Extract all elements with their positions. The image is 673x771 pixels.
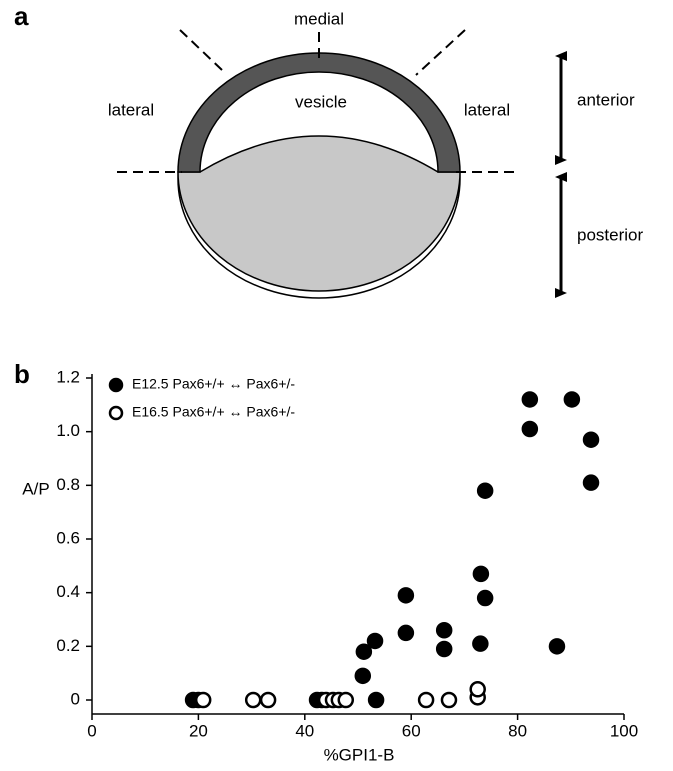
posterior-label: posterior: [577, 225, 643, 244]
y-tick-label: 0.6: [56, 528, 80, 547]
point: [582, 431, 600, 448]
legend-label: E16.5 Pax6+/+ ↔ Pax6+/-: [132, 404, 295, 420]
point: [472, 565, 490, 583]
x-axis-label: %GPI1-B: [324, 745, 395, 764]
y-tick-label: 1.2: [56, 367, 80, 386]
panel-label: a: [14, 1, 29, 31]
point: [476, 589, 494, 607]
point: [521, 391, 539, 408]
point: [194, 691, 212, 709]
x-tick-label: 80: [508, 721, 527, 740]
dashed-lines: [117, 29, 520, 173]
y-tick-label: 1.0: [56, 421, 80, 440]
point: [521, 420, 539, 438]
x-tick-label: 20: [189, 721, 208, 740]
x-tick-label: 100: [610, 721, 638, 740]
point: [435, 621, 453, 639]
point: [469, 681, 486, 698]
point: [337, 691, 355, 709]
x-tick-label: 60: [402, 721, 421, 740]
y-tick-label: 0: [71, 689, 80, 708]
point: [435, 640, 453, 658]
point: [582, 474, 600, 491]
point: [244, 691, 262, 709]
vesicle-label: vesicle: [295, 92, 347, 111]
point: [355, 643, 373, 660]
point: [563, 391, 581, 408]
y-axis-label: A/P: [22, 479, 49, 498]
posterior-region: [177, 135, 461, 292]
y-tick-label: 0.2: [56, 636, 80, 655]
lateral-label: lateral: [464, 100, 510, 119]
legend-marker: [108, 377, 124, 393]
point: [417, 691, 435, 709]
x-tick-label: 0: [87, 721, 96, 740]
point: [366, 632, 384, 650]
point: [367, 691, 385, 709]
point: [354, 667, 372, 685]
point: [397, 587, 415, 604]
point: [548, 638, 566, 655]
panel-a: a medial lateral vesicle lateral anterio…: [14, 1, 643, 299]
medial-label: medial: [294, 9, 344, 28]
point: [476, 482, 494, 499]
legend-label: E12.5 Pax6+/+ ↔ Pax6+/-: [132, 376, 295, 392]
y-tick-label: 0.8: [56, 475, 80, 494]
lateral-label: lateral: [108, 100, 154, 119]
anterior-label: anterior: [577, 90, 635, 109]
x-tick-label: 40: [295, 721, 314, 740]
point: [440, 691, 458, 709]
y-tick-label: 0.4: [56, 582, 80, 601]
point: [472, 635, 489, 652]
point: [259, 691, 277, 709]
legend-marker: [108, 405, 124, 421]
panel-label: b: [14, 359, 30, 389]
point: [397, 624, 415, 642]
